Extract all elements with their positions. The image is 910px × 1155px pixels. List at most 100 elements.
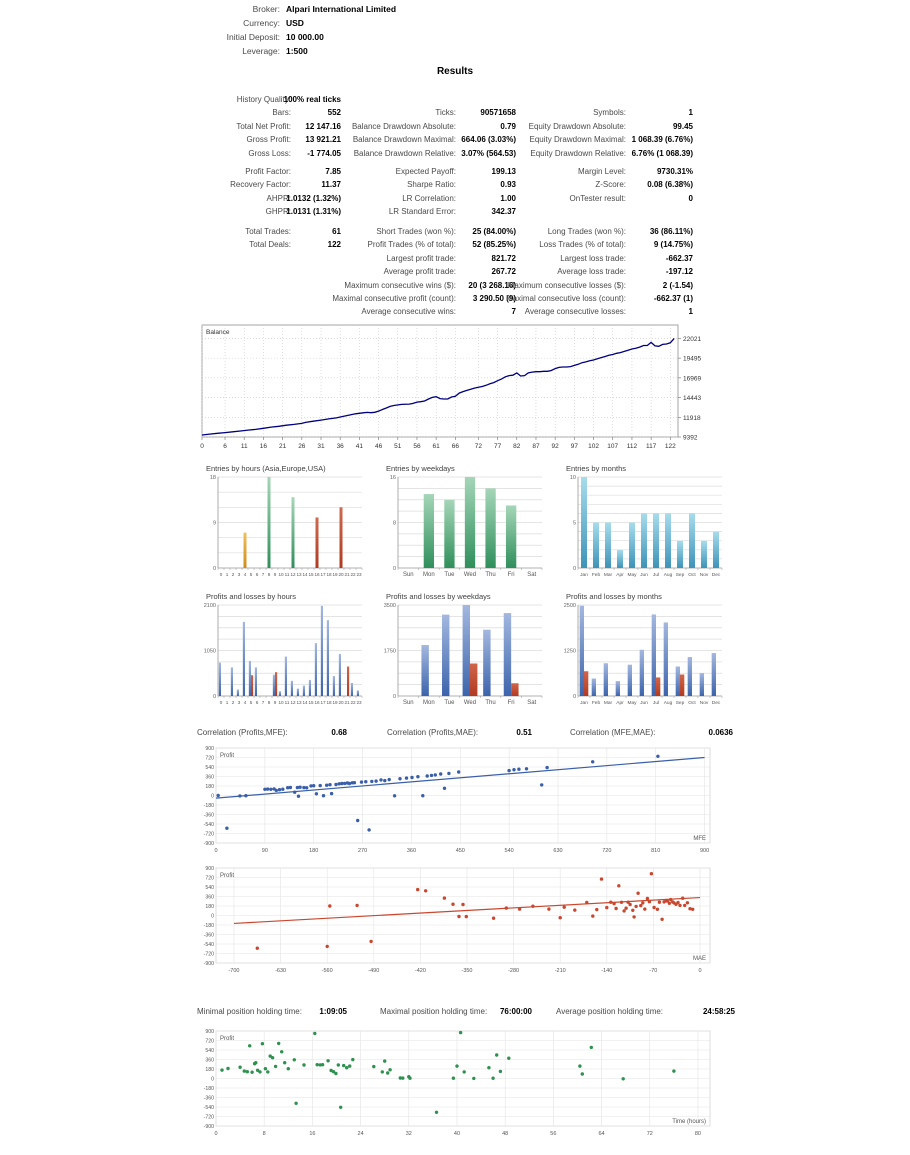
bar-y-tick: 0 — [393, 694, 396, 700]
stat-value: 0 — [688, 193, 693, 203]
scatter-point — [512, 768, 516, 772]
bars — [218, 605, 359, 696]
bar — [617, 549, 623, 568]
scatter-point — [622, 909, 626, 913]
scatter-points — [220, 1030, 676, 1114]
account-info-value: Alpari International Limited — [286, 4, 397, 14]
scatter-x-tick: 32 — [406, 1131, 412, 1137]
bar-x-tick: 6 — [256, 572, 259, 577]
bar-x-tick: Tue — [444, 572, 455, 578]
scatter-point — [652, 905, 656, 910]
scatter-point — [292, 1058, 296, 1062]
scatter-point — [599, 877, 604, 881]
bars — [243, 477, 343, 568]
bar-loss — [251, 675, 254, 696]
scatter-y-tick: 0 — [211, 1077, 214, 1083]
bar-x-tick: Jul — [653, 700, 659, 706]
scatter-point — [645, 896, 650, 901]
stat-label: Profit Factor: — [245, 167, 291, 176]
scatter-point — [585, 900, 589, 905]
bar — [605, 522, 611, 568]
scatter-point — [634, 904, 638, 909]
stat-value: 1 068.39 (6.76%) — [631, 135, 693, 145]
bar-profit — [483, 629, 491, 696]
scatter-y-tick: -900 — [204, 841, 214, 847]
bar-x-tick: Tue — [444, 700, 455, 706]
stat-label: Average consecutive losses: — [524, 307, 626, 317]
stat-value — [293, 252, 343, 265]
stat-label: Maximum consecutive wins ($): — [344, 280, 456, 290]
scatter-point — [655, 907, 660, 911]
bar-x-tick: 8 — [268, 572, 271, 577]
scatter-point — [636, 891, 640, 895]
scatter-point — [495, 1053, 499, 1057]
holding-time-stat-value: 76:00:00 — [499, 1007, 532, 1016]
scatter-corner-label: Time (hours) — [672, 1119, 706, 1125]
account-info-row: Broker: Alpari International Limited — [110, 2, 396, 16]
stat-value: 0.79 — [500, 121, 516, 131]
bar — [629, 522, 635, 568]
scatter-point — [345, 1066, 349, 1070]
scatter-point — [238, 1065, 242, 1069]
bar-x-tick: Mon — [423, 700, 435, 706]
balance-x-tick: 72 — [475, 443, 483, 450]
bar-profit — [230, 667, 233, 696]
scatter-x-tick: 720 — [602, 848, 611, 854]
stats-section-trades: Total Trades: 61 Short Trades (won %): 25 (… — [110, 225, 695, 319]
scatter-y-tick: 0 — [211, 794, 214, 800]
scatter-point — [314, 792, 319, 796]
bar — [641, 513, 647, 568]
stat-label: Total Deals: — [249, 240, 291, 250]
bar-x-tick: 23 — [356, 572, 362, 577]
profit-mfe-scatter-chart: 0 90 180 270 360 450 540 630 720 810 900 900 720 540 3… — [196, 745, 712, 863]
scatter-point — [451, 1076, 456, 1080]
stat-label: OnTester result: — [569, 193, 626, 203]
stat-label: Profit Trades (% of total): — [367, 240, 456, 250]
bar-x-tick: 19 — [332, 572, 338, 577]
scatter-point — [685, 901, 690, 905]
bar-x-tick: Oct — [688, 700, 696, 706]
scatter-point — [688, 907, 692, 911]
scatter-point — [626, 900, 630, 904]
scatter-y-tick: -900 — [204, 1124, 214, 1130]
bar-x-tick: Aug — [664, 700, 673, 706]
scatter-point — [676, 900, 680, 905]
scatter-point — [277, 1041, 281, 1046]
bars — [423, 477, 517, 569]
bar-x-tick: Sep — [676, 572, 685, 578]
bar-profit — [320, 605, 323, 696]
account-info-row: Leverage: 1:500 — [110, 44, 396, 58]
scatter-point — [507, 768, 511, 773]
scatter-point — [517, 767, 521, 771]
scatter-x-tick: 810 — [651, 848, 660, 854]
bar-y-tick: 9 — [213, 521, 216, 527]
scatter-point — [351, 1057, 355, 1062]
entries_weekdays-svg: Entries by weekdays 16 8 0 Sun Mon Tue Wed Thu Fr… — [386, 464, 543, 578]
scatter-point — [683, 903, 687, 908]
bar — [593, 522, 599, 568]
scatter-point — [286, 786, 290, 790]
scatter-point — [238, 794, 242, 798]
bar-x-tick: May — [627, 700, 637, 706]
stat-value: 664.06 (3.03%) — [461, 135, 516, 145]
mfe_scatter-svg: 0 90 180 270 360 450 540 630 720 810 900 900 720 540 3… — [204, 746, 711, 854]
account-info-value: 10 000.00 — [286, 32, 324, 42]
bar-x-tick: Nov — [700, 700, 709, 706]
bar — [423, 494, 434, 568]
bar-profit — [579, 605, 584, 696]
stat-value: 3 290.50 (9) — [472, 293, 516, 303]
stat-value: 1.0131 (1.31%) — [286, 207, 341, 217]
scatter-point — [410, 775, 414, 780]
scatter-point — [374, 779, 378, 783]
bar-x-tick: Sat — [527, 700, 536, 706]
balance-x-tick: 11 — [241, 443, 248, 450]
bar — [701, 540, 707, 568]
scatter-y-tick: 180 — [205, 904, 214, 910]
stat-value: 267.72 — [491, 267, 516, 277]
scatter-points — [216, 754, 660, 832]
scatter-point — [288, 785, 293, 790]
scatter-point — [286, 1067, 290, 1071]
scatter-x-tick: -210 — [555, 968, 566, 974]
scatter-y-tick: 360 — [205, 1058, 214, 1064]
